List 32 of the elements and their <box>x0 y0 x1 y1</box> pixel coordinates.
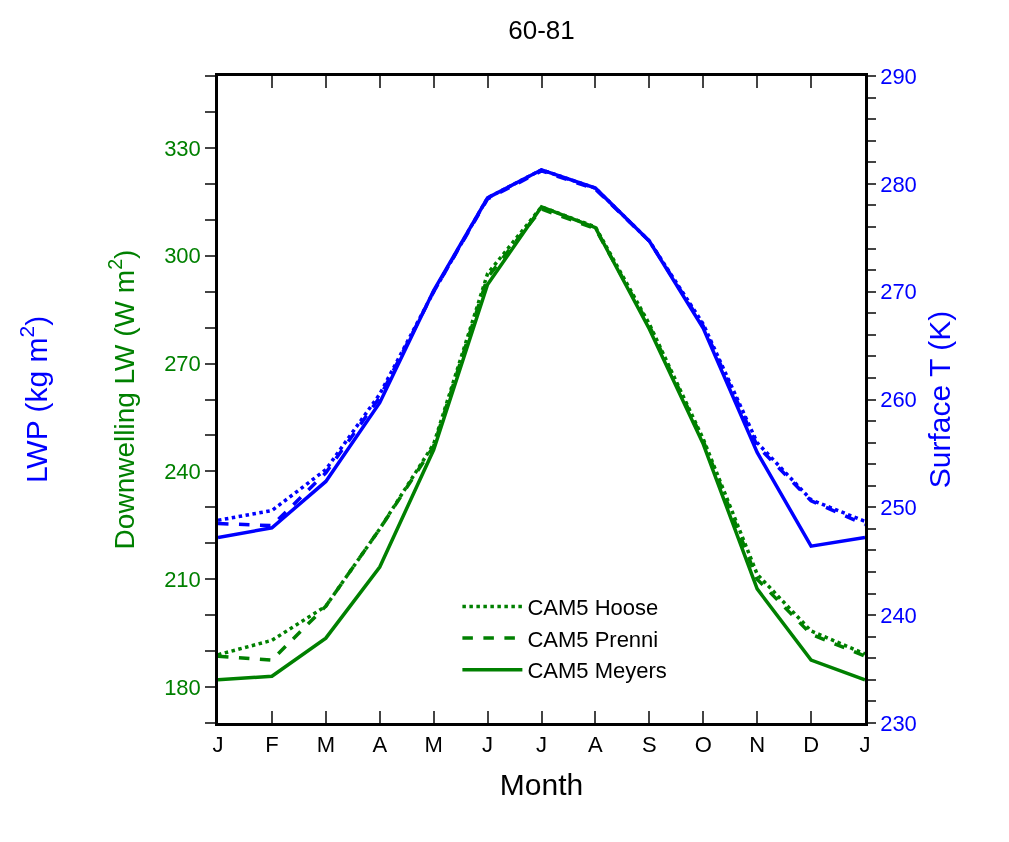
x-tick-label: A <box>588 732 604 758</box>
y2-tick-label: 250 <box>880 495 917 521</box>
y2-axis-title: Surface T (K) <box>923 310 957 489</box>
y-tick-label: 330 <box>164 135 201 161</box>
x-tick-label: J <box>212 732 224 758</box>
x-tick-label: M <box>424 732 443 758</box>
y-tick-label: 240 <box>164 459 201 485</box>
y2-tick-label: 260 <box>880 387 917 413</box>
x-tick-label: A <box>372 732 388 758</box>
y2-tick-label: 270 <box>880 279 917 305</box>
x-axis-title: Month <box>499 767 584 801</box>
x-tick-label: J <box>536 732 547 758</box>
y-tick-label: 270 <box>164 351 201 377</box>
x-tick-label: F <box>265 732 279 758</box>
legend-label: CAM5 Hoose <box>527 595 659 621</box>
x-tick-label: O <box>694 732 712 758</box>
x-tick-label: J <box>859 732 871 758</box>
y2-tick-label: 240 <box>880 602 917 628</box>
y2-tick-label: 290 <box>880 63 917 89</box>
y-tick-label: 300 <box>164 243 201 269</box>
x-tick-label: S <box>641 732 657 758</box>
x-tick-label: M <box>316 732 335 758</box>
y2-tick-label: 230 <box>880 710 917 736</box>
chart-title: 60-81 <box>508 15 575 46</box>
x-tick-label: J <box>482 732 494 758</box>
legend-label: CAM5 Prenni <box>527 626 659 652</box>
legend-label: CAM5 Meyers <box>527 658 667 684</box>
y2-tick-label: 280 <box>880 171 917 197</box>
x-tick-label: D <box>803 732 820 758</box>
y-tick-label: 210 <box>164 566 201 592</box>
y-tick-label: 180 <box>164 674 201 700</box>
x-tick-label: N <box>749 732 766 758</box>
